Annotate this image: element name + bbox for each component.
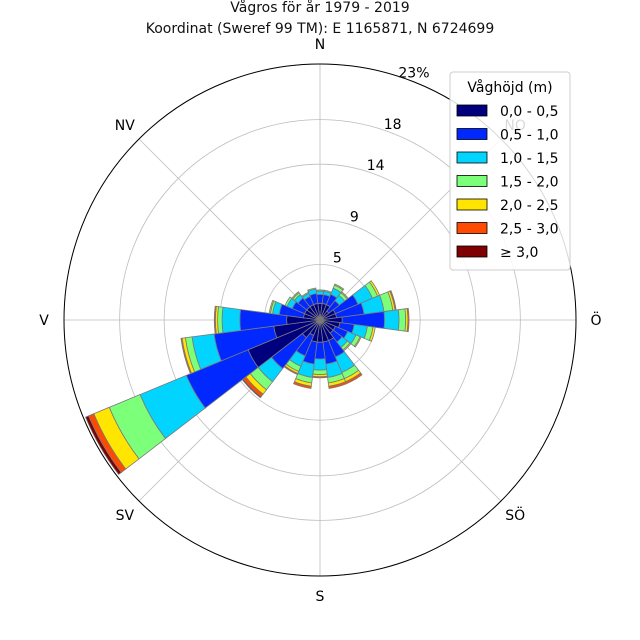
sector-270-bin-2 — [221, 306, 241, 334]
sector-300-bin-3 — [284, 296, 293, 307]
sector-180-bin-3 — [312, 369, 328, 375]
sector-195-bin-5 — [293, 381, 312, 389]
legend-label-2: 1,0 - 1,5 — [500, 151, 558, 167]
direction-label-N: N — [315, 37, 325, 53]
direction-label-SÖ: SÖ — [505, 506, 525, 524]
legend-label-5: 2,5 - 3,0 — [500, 222, 558, 238]
sector-270-bin-5 — [213, 305, 217, 335]
sector-0-bin-3 — [315, 289, 325, 292]
ring-label-4: 23% — [398, 65, 429, 81]
sector-90-bin-2 — [383, 309, 400, 331]
sector-165-bin-5 — [328, 381, 347, 389]
grid-spoke-3 — [319, 319, 502, 502]
direction-label-NV: NV — [115, 118, 135, 134]
grid-spoke-7 — [138, 138, 321, 321]
ring-label-3: 18 — [384, 117, 402, 133]
legend-swatch-0 — [456, 104, 488, 117]
sector-90-bin-5 — [406, 307, 410, 333]
ring-labels: 5 9 14 18 23% — [333, 65, 430, 266]
direction-label-SV: SV — [116, 508, 135, 524]
polar-frame — [63, 63, 577, 577]
sector-0-bin-2 — [315, 290, 325, 296]
ring-label-2: 14 — [367, 158, 385, 174]
sector-180-bin-5 — [311, 375, 329, 379]
legend-label-4: 2,0 - 2,5 — [500, 198, 558, 214]
chart-subtitle: Koordinat (Sweref 99 TM): E 1165871, N 6… — [146, 21, 495, 37]
direction-label-Ö: Ö — [590, 311, 601, 329]
legend-swatch-1 — [456, 128, 488, 140]
legend-title: Våghöjd (m) — [467, 79, 552, 96]
sector-30-bin-4 — [333, 283, 345, 291]
direction-label-S: S — [316, 589, 325, 605]
sector-180-bin-2 — [313, 358, 327, 371]
chart-title: Vågros för år 1979 - 2019 — [230, 0, 409, 16]
legend-box — [449, 71, 571, 271]
sector-bars — [85, 280, 410, 476]
direction-label-V: V — [39, 313, 49, 329]
sector-120-bin-4 — [353, 336, 362, 348]
legend-label-1: 0,5 - 1,0 — [500, 128, 558, 144]
sector-240-bin-6 — [85, 415, 122, 476]
legend-swatch-5 — [456, 222, 488, 234]
legend-swatch-3 — [456, 175, 488, 187]
legend-label-0: 0,0 - 0,5 — [500, 104, 558, 120]
ring-label-0: 5 — [333, 251, 342, 267]
legend-swatch-2 — [456, 151, 488, 164]
ring-label-1: 9 — [350, 209, 359, 225]
sector-285-bin-4 — [268, 299, 275, 314]
legend-label-6: ≥ 3,0 — [500, 245, 538, 261]
legend-label-3: 1,5 - 2,0 — [500, 175, 558, 191]
legend: Våghöjd (m) 0,0 - 0,5 0,5 - 1,0 1,0 - 1,5 1,… — [449, 71, 571, 271]
sector-105-bin-4 — [368, 326, 376, 342]
sector-90-bin-3 — [397, 308, 407, 332]
sector-255-bin-5 — [180, 337, 192, 375]
sector-345-bin-3 — [307, 287, 317, 292]
legend-swatch-4 — [456, 198, 488, 211]
sector-315-bin-4 — [291, 291, 300, 300]
legend-swatch-6 — [456, 245, 488, 258]
